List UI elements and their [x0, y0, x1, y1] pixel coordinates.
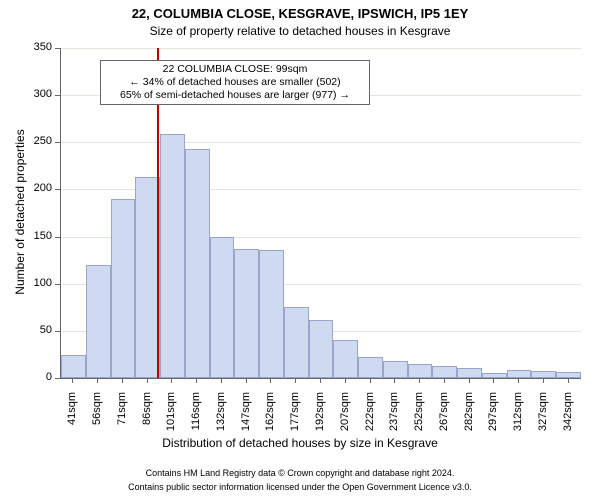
histogram-bar: [531, 371, 556, 378]
histogram-bar: [111, 199, 136, 378]
x-tick-mark: [543, 378, 544, 383]
y-tick-mark: [55, 189, 60, 190]
footer-line-2: Contains public sector information licen…: [0, 482, 600, 492]
y-tick-mark: [55, 48, 60, 49]
x-tick-label: 267sqm: [438, 392, 450, 442]
y-tick-label: 250: [0, 135, 52, 147]
x-tick-label: 207sqm: [339, 392, 351, 442]
x-tick-mark: [270, 378, 271, 383]
x-tick-mark: [518, 378, 519, 383]
x-tick-mark: [419, 378, 420, 383]
x-tick-mark: [147, 378, 148, 383]
y-tick-mark: [55, 95, 60, 96]
y-tick-mark: [55, 284, 60, 285]
y-tick-label: 0: [0, 371, 52, 383]
x-tick-label: 177sqm: [289, 392, 301, 442]
x-tick-label: 252sqm: [413, 392, 425, 442]
histogram-bar: [358, 357, 383, 378]
y-tick-label: 50: [0, 324, 52, 336]
chart-subtitle: Size of property relative to detached ho…: [0, 24, 600, 38]
x-tick-mark: [568, 378, 569, 383]
histogram-bar: [160, 134, 185, 378]
annotation-box: 22 COLUMBIA CLOSE: 99sqm← 34% of detache…: [100, 60, 370, 105]
x-tick-label: 237sqm: [388, 392, 400, 442]
histogram-bar: [507, 370, 532, 378]
histogram-bar: [284, 307, 309, 378]
y-tick-label: 350: [0, 41, 52, 53]
y-tick-mark: [55, 331, 60, 332]
chart-frame: 22, COLUMBIA CLOSE, KESGRAVE, IPSWICH, I…: [0, 0, 600, 500]
x-tick-label: 147sqm: [240, 392, 252, 442]
histogram-bar: [556, 372, 581, 378]
histogram-bar: [61, 355, 86, 378]
x-tick-label: 101sqm: [165, 392, 177, 442]
chart-title: 22, COLUMBIA CLOSE, KESGRAVE, IPSWICH, I…: [0, 6, 600, 21]
x-tick-mark: [370, 378, 371, 383]
x-tick-label: 71sqm: [116, 392, 128, 442]
x-tick-label: 297sqm: [487, 392, 499, 442]
histogram-bar: [259, 250, 284, 378]
grid-line: [61, 48, 581, 49]
annotation-line: 22 COLUMBIA CLOSE: 99sqm: [105, 63, 365, 76]
x-tick-label: 312sqm: [512, 392, 524, 442]
x-tick-mark: [320, 378, 321, 383]
histogram-bar: [86, 265, 111, 378]
histogram-bar: [457, 368, 482, 378]
annotation-line: 65% of semi-detached houses are larger (…: [105, 89, 365, 102]
histogram-bar: [333, 340, 358, 378]
y-tick-label: 200: [0, 182, 52, 194]
x-tick-mark: [122, 378, 123, 383]
x-tick-mark: [72, 378, 73, 383]
footer-line-1: Contains HM Land Registry data © Crown c…: [0, 468, 600, 478]
histogram-bar: [408, 364, 433, 378]
histogram-bar: [185, 149, 210, 378]
y-tick-mark: [55, 378, 60, 379]
x-tick-label: 86sqm: [141, 392, 153, 442]
histogram-bar: [234, 249, 259, 378]
x-tick-label: 116sqm: [190, 392, 202, 442]
histogram-bar: [432, 366, 457, 378]
x-tick-label: 192sqm: [314, 392, 326, 442]
y-tick-label: 100: [0, 277, 52, 289]
histogram-bar: [309, 320, 334, 378]
x-tick-mark: [246, 378, 247, 383]
x-tick-mark: [196, 378, 197, 383]
y-tick-mark: [55, 237, 60, 238]
grid-line: [61, 142, 581, 143]
x-tick-label: 342sqm: [562, 392, 574, 442]
x-tick-mark: [394, 378, 395, 383]
x-tick-label: 222sqm: [364, 392, 376, 442]
x-tick-mark: [295, 378, 296, 383]
x-tick-label: 56sqm: [91, 392, 103, 442]
x-tick-mark: [444, 378, 445, 383]
annotation-line: ← 34% of detached houses are smaller (50…: [105, 76, 365, 89]
y-tick-label: 150: [0, 230, 52, 242]
x-tick-mark: [97, 378, 98, 383]
x-tick-mark: [345, 378, 346, 383]
x-tick-label: 132sqm: [215, 392, 227, 442]
histogram-bar: [210, 237, 235, 378]
x-tick-label: 282sqm: [463, 392, 475, 442]
x-tick-label: 327sqm: [537, 392, 549, 442]
x-tick-mark: [221, 378, 222, 383]
histogram-bar: [383, 361, 408, 378]
x-tick-mark: [171, 378, 172, 383]
x-tick-mark: [469, 378, 470, 383]
y-tick-mark: [55, 142, 60, 143]
x-tick-mark: [493, 378, 494, 383]
y-tick-label: 300: [0, 88, 52, 100]
x-tick-label: 162sqm: [264, 392, 276, 442]
x-tick-label: 41sqm: [66, 392, 78, 442]
